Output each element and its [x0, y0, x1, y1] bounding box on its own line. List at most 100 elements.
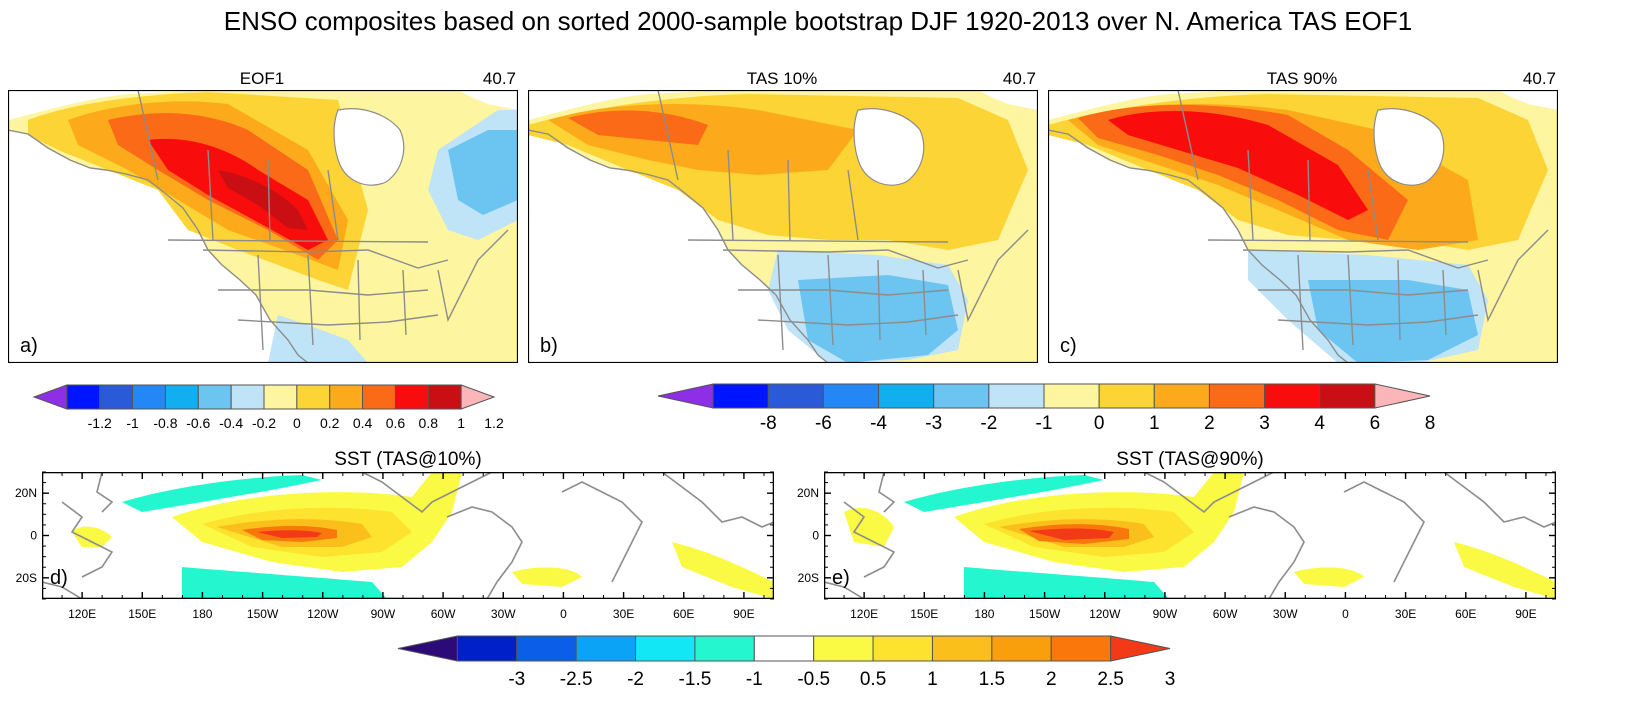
- sst-ind: [672, 542, 774, 599]
- y-tick-label: 0: [30, 529, 37, 543]
- sst-neg-n: [122, 475, 322, 512]
- panel-a-label: a): [20, 335, 38, 357]
- tas-colorbar-tick-label: 4: [1314, 413, 1325, 434]
- sst-colorbar-box: [813, 635, 874, 662]
- eof-colorbar-box: [132, 384, 166, 410]
- sst-colorbar-box: [456, 635, 518, 662]
- x-tick-label: 0: [1342, 607, 1349, 621]
- tas-colorbar-tick-label: -2: [980, 413, 997, 434]
- eof-colorbar-box: [329, 384, 364, 410]
- eof-colorbar-box: [99, 384, 134, 410]
- eof-colorbar-box: [362, 384, 396, 410]
- figure-title: ENSO composites based on sorted 2000-sam…: [224, 6, 1412, 36]
- tas-colorbar-box: [767, 383, 824, 409]
- panel-e-axes: 120E 150E 180 150W 120W 90W 60W 30W 0 30E 60E 90E 20…: [797, 471, 1556, 621]
- colorbar-sst: -3 -2.5 -2 -1.5 -1 -0.5 0.5 1 1.5 2 2.5 3: [397, 635, 1175, 690]
- sst-colorbar-tick-label: 1.5: [979, 669, 1005, 690]
- x-tick-label: 120E: [850, 607, 878, 621]
- sst-ind: [1454, 542, 1556, 599]
- eof-colorbar-high-arrow: [460, 384, 496, 410]
- sst-3: [1029, 528, 1114, 540]
- tas-colorbar-box: [1208, 383, 1266, 409]
- x-tick-label: 30W: [1273, 607, 1298, 621]
- eof-colorbar-box: [197, 384, 232, 410]
- x-tick-label: 90E: [1515, 607, 1536, 621]
- eof-colorbar-tick-label: 0: [293, 415, 301, 431]
- x-tick-label: 90E: [733, 607, 754, 621]
- tas-colorbar-tick-label: 6: [1370, 413, 1381, 434]
- eof-colorbar-tick-label: -0.2: [252, 415, 276, 431]
- sst-colorbar-tick-label: -2.5: [560, 669, 593, 690]
- tas-colorbar-tick-label: 2: [1204, 413, 1215, 434]
- sst-colorbar-low-arrow: [397, 635, 458, 662]
- x-tick-label: 30W: [491, 607, 516, 621]
- sst-colorbar-box: [753, 635, 815, 662]
- tas-colorbar-box: [1043, 383, 1100, 409]
- sst-atl: [512, 567, 582, 587]
- panel-d: SST (TAS@10%): [15, 449, 774, 621]
- x-tick-label: 150W: [1029, 607, 1061, 621]
- tas-colorbar-box: [1153, 383, 1210, 409]
- sst-colorbar-tick-label: -3: [508, 669, 525, 690]
- pos-4: [1108, 110, 1368, 220]
- tas-colorbar-tick-label: 8: [1425, 413, 1436, 434]
- eof-colorbar-tick-label: 0.6: [386, 415, 406, 431]
- tas-colorbar-tick-label: -3: [925, 413, 942, 434]
- x-tick-label: 30E: [613, 607, 634, 621]
- sst-colorbar-box: [931, 635, 993, 662]
- panel-a-right-label: 40.7: [483, 69, 516, 88]
- eof-colorbar-box: [427, 384, 462, 410]
- panel-b-map: b): [528, 90, 1038, 363]
- y-tick-label: 20N: [797, 486, 819, 500]
- x-tick-label: 0: [560, 607, 567, 621]
- x-tick-label: 120W: [1089, 607, 1121, 621]
- x-tick-label: 60W: [1213, 607, 1238, 621]
- x-tick-label: 150W: [247, 607, 279, 621]
- panel-a: EOF1 40.7 a): [8, 69, 518, 363]
- tas-colorbar-tick-label: 0: [1094, 413, 1105, 434]
- sst-colorbar-high-arrow: [1110, 635, 1171, 662]
- neg-2: [798, 275, 958, 363]
- sst-warm-pool: [72, 526, 112, 547]
- sst-neg-n: [904, 475, 1104, 512]
- tas-colorbar-box: [822, 383, 880, 409]
- tas-colorbar-tick-label: -8: [760, 413, 777, 434]
- tas-colorbar-low-arrow: [657, 383, 714, 409]
- sst-neg-s: [182, 567, 387, 599]
- panel-e-label: e): [832, 567, 850, 589]
- tas-colorbar-box: [1319, 383, 1376, 409]
- sst-colorbar-box: [991, 635, 1052, 662]
- x-tick-label: 60W: [431, 607, 456, 621]
- panel-c: TAS 90% 40.7 c): [1048, 69, 1558, 363]
- panel-d-title: SST (TAS@10%): [334, 449, 481, 470]
- eof-colorbar-tick-label: -1: [126, 415, 139, 431]
- panel-d-axes: 120E 150E 180 150W 120W 90W 60W 30W 0 30E 60E 90E 20…: [15, 471, 774, 621]
- panel-c-title: TAS 90%: [1267, 69, 1338, 88]
- panel-b-right-label: 40.7: [1003, 69, 1036, 88]
- x-tick-label: 90W: [1153, 607, 1178, 621]
- panel-e: SST (TAS@90%): [797, 449, 1556, 621]
- sst-colorbar-box: [694, 635, 755, 662]
- panel-c-label: c): [1060, 335, 1077, 357]
- panel-e-title: SST (TAS@90%): [1116, 449, 1263, 470]
- eof-colorbar-tick-label: -1.2: [88, 415, 112, 431]
- panel-b-label: b): [540, 335, 558, 357]
- panel-d-label: d): [50, 567, 68, 589]
- x-tick-label: 30E: [1395, 607, 1416, 621]
- eof-colorbar-tick-label: 0.4: [353, 415, 373, 431]
- eof-colorbar-low-arrow: [32, 384, 68, 410]
- colorbar-eof: -1.2 -1 -0.8 -0.6 -0.4 -0.2 0 0.2 0.4 0.6 0.8 1 1.2: [32, 384, 504, 431]
- eof-colorbar-tick-label: 1: [457, 415, 465, 431]
- panel-a-title: EOF1: [240, 69, 284, 88]
- eof-colorbar-box: [230, 384, 265, 410]
- y-tick-label: 20S: [16, 571, 37, 585]
- sst-colorbar-tick-label: 2.5: [1097, 669, 1123, 690]
- eof-colorbar-box: [164, 384, 199, 410]
- tas-colorbar-box: [1264, 383, 1321, 409]
- tas-colorbar-tick-label: 1: [1149, 413, 1160, 434]
- y-tick-label: 20N: [15, 486, 37, 500]
- tas-colorbar-tick-label: -4: [870, 413, 887, 434]
- tas-colorbar-box: [878, 383, 935, 409]
- eof-colorbar-box: [66, 384, 101, 410]
